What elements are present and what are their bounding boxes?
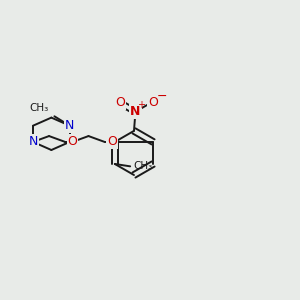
Text: +: + — [137, 100, 145, 110]
Text: −: − — [157, 90, 167, 103]
Text: N: N — [130, 105, 141, 118]
Text: O: O — [115, 96, 125, 110]
Text: O: O — [68, 135, 77, 148]
Text: O: O — [148, 96, 158, 110]
Text: O: O — [107, 135, 117, 148]
Text: CH₃: CH₃ — [134, 161, 153, 171]
Text: N: N — [28, 135, 38, 148]
Text: N: N — [65, 119, 74, 132]
Text: CH₃: CH₃ — [30, 103, 49, 113]
